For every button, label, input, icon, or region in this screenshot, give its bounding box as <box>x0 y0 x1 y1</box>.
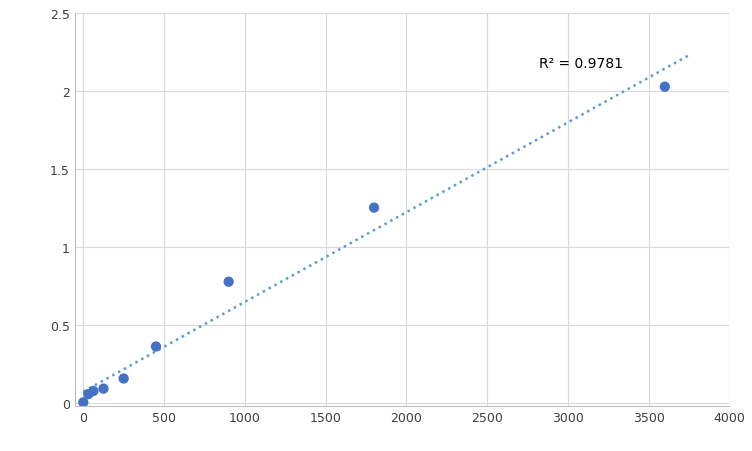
Point <box>117 375 129 382</box>
Point <box>87 387 99 395</box>
Text: R² = 0.9781: R² = 0.9781 <box>539 57 623 71</box>
Point <box>223 279 235 286</box>
Point <box>77 399 89 406</box>
Point <box>98 385 110 392</box>
Point <box>82 391 94 398</box>
Point <box>659 84 671 91</box>
Point <box>368 205 380 212</box>
Point <box>150 343 162 350</box>
